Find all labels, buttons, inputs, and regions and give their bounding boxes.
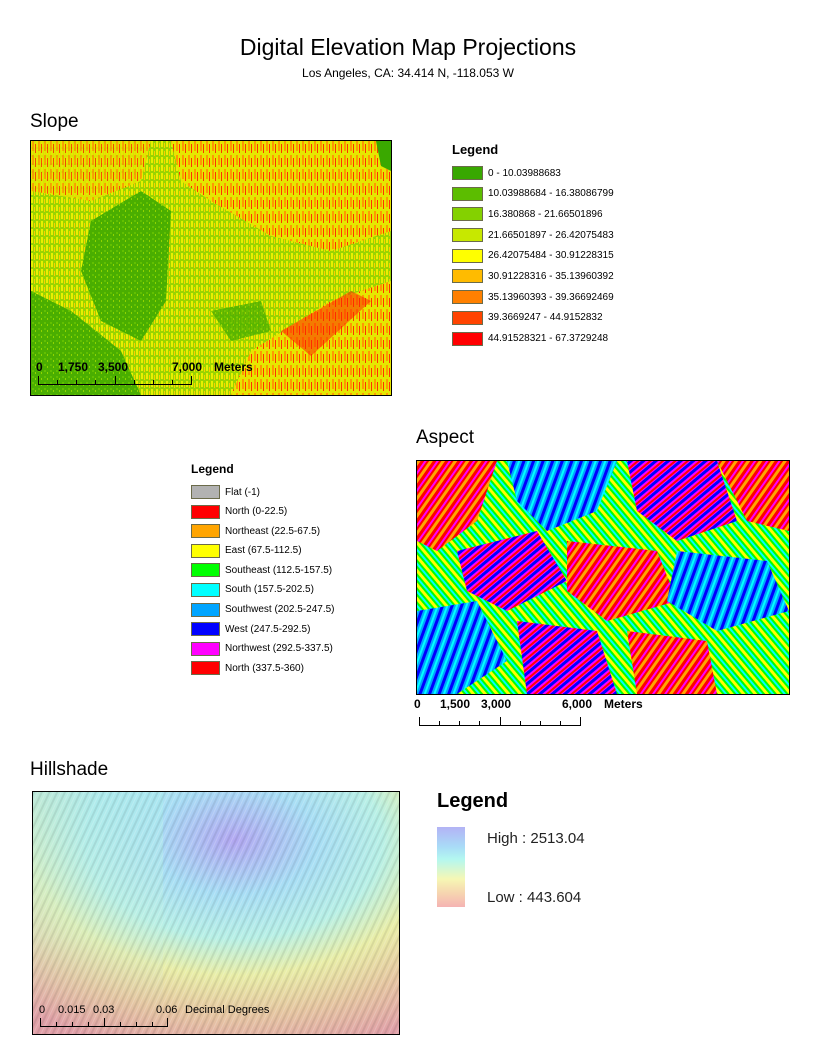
legend-swatch [191, 543, 220, 558]
legend-label: 30.91228316 - 35.13960392 [488, 270, 614, 282]
hillshade-scalebar: 0 0.015 0.03 0.06 Decimal Degrees [37, 1004, 297, 1034]
hillshade-raster [33, 792, 399, 1034]
slope-scalebar: 0 1,750 3,500 7,000 Meters [34, 360, 274, 390]
legend-item: 35.13960393 - 39.36692469 [452, 290, 614, 305]
legend-item: 10.03988684 - 16.38086799 [452, 186, 614, 201]
legend-label: 39.3669247 - 44.9152832 [488, 312, 603, 324]
hillshade-title: Hillshade [30, 759, 109, 780]
scalebar-label: Meters [604, 697, 643, 711]
legend-item: 39.3669247 - 44.9152832 [452, 310, 614, 325]
legend-title: Legend [452, 142, 499, 157]
legend-label: Southwest (202.5-247.5) [225, 604, 335, 616]
legend-item: 21.66501897 - 26.42075483 [452, 228, 614, 243]
scalebar-label: 3,500 [98, 360, 129, 374]
legend-swatch [191, 485, 220, 499]
aspect-scalebar: 0 1,500 3,000 6,000 Meters [414, 697, 674, 727]
legend-swatch [191, 641, 220, 656]
scalebar-label: 0.03 [93, 1004, 115, 1016]
legend-swatch [191, 661, 220, 676]
scalebar-label: 0 [414, 697, 421, 711]
legend-swatch [452, 290, 483, 305]
slope-title: Slope [30, 111, 79, 132]
legend-title: Legend [191, 462, 234, 476]
legend-low-label: Low : 443.604 [487, 889, 582, 906]
legend-swatch [191, 582, 220, 597]
legend-item: 0 - 10.03988683 [452, 166, 614, 180]
legend-swatch [191, 602, 220, 617]
legend-label: 16.380868 - 21.66501896 [488, 208, 603, 220]
legend-swatch [452, 186, 483, 201]
legend-item: 26.42075484 - 30.91228315 [452, 248, 614, 263]
legend-label: 10.03988684 - 16.38086799 [488, 188, 614, 200]
scalebar-label: 7,000 [172, 360, 203, 374]
legend-label: 0 - 10.03988683 [488, 167, 561, 179]
scalebar-label: Decimal Degrees [185, 1004, 270, 1016]
legend-label: North (337.5-360) [225, 662, 304, 674]
legend-swatch [452, 166, 483, 180]
legend-item: 16.380868 - 21.66501896 [452, 207, 614, 222]
legend-item: Flat (-1) [191, 485, 335, 499]
legend-label: Flat (-1) [225, 486, 260, 498]
legend-item: West (247.5-292.5) [191, 622, 335, 637]
scalebar-label: 3,000 [481, 697, 512, 711]
legend-label: 26.42075484 - 30.91228315 [488, 250, 614, 262]
legend-item: North (0-22.5) [191, 504, 335, 519]
legend-label: North (0-22.5) [225, 506, 288, 518]
legend-item: North (337.5-360) [191, 661, 335, 676]
scalebar-label: 0 [36, 360, 43, 374]
legend-swatch [191, 504, 220, 519]
slope-raster [31, 141, 391, 395]
aspect-raster [417, 461, 789, 694]
legend-item: Southeast (112.5-157.5) [191, 563, 335, 578]
legend-swatch [191, 524, 220, 539]
slope-legend: Legend 0 - 10.03988683 10.03988684 - 16.3… [452, 142, 614, 352]
legend-title: Legend [437, 790, 509, 812]
aspect-title: Aspect [416, 427, 475, 448]
scalebar-label: Meters [214, 360, 253, 374]
aspect-legend: Legend Flat (-1) North (0-22.5) Northeast … [191, 462, 335, 681]
legend-label: Northwest (292.5-337.5) [225, 643, 333, 655]
legend-item: Northeast (22.5-67.5) [191, 524, 335, 539]
legend-swatch [452, 228, 483, 243]
legend-label: 35.13960393 - 39.36692469 [488, 291, 614, 303]
scalebar-label: 0.015 [58, 1004, 86, 1016]
scalebar-label: 1,500 [440, 697, 471, 711]
legend-swatch [452, 310, 483, 325]
legend-item: Southwest (202.5-247.5) [191, 602, 335, 617]
scalebar-label: 0 [39, 1004, 46, 1016]
legend-high-label: High : 2513.04 [487, 830, 585, 847]
legend-item: South (157.5-202.5) [191, 582, 335, 597]
scalebar-label: 0.06 [156, 1004, 178, 1016]
scalebar-label: 1,750 [58, 360, 89, 374]
page-title: Digital Elevation Map Projections [239, 34, 577, 60]
hillshade-map[interactable] [32, 791, 400, 1035]
legend-item: Northwest (292.5-337.5) [191, 641, 335, 656]
legend-swatch [452, 207, 483, 222]
legend-label: Southeast (112.5-157.5) [225, 564, 333, 576]
legend-label: Northeast (22.5-67.5) [225, 525, 321, 537]
hillshade-legend: Legend [437, 790, 508, 813]
legend-swatch [191, 622, 220, 637]
legend-swatch [191, 563, 220, 578]
legend-label: West (247.5-292.5) [225, 623, 311, 635]
page-subtitle: Los Angeles, CA: 34.414 N, -118.053 W [302, 66, 514, 80]
elevation-gradient-swatch [437, 827, 465, 907]
slope-map[interactable] [30, 140, 392, 396]
legend-label: 21.66501897 - 26.42075483 [488, 229, 614, 241]
legend-swatch [452, 331, 483, 346]
legend-label: South (157.5-202.5) [225, 584, 314, 596]
legend-item: 44.91528321 - 67.3729248 [452, 331, 614, 346]
legend-item: 30.91228316 - 35.13960392 [452, 269, 614, 284]
legend-swatch [452, 269, 483, 284]
legend-swatch [452, 248, 483, 263]
scalebar-label: 6,000 [562, 697, 593, 711]
legend-label: 44.91528321 - 67.3729248 [488, 333, 609, 344]
legend-item: East (67.5-112.5) [191, 543, 335, 558]
legend-label: East (67.5-112.5) [225, 545, 302, 557]
aspect-map[interactable] [416, 460, 790, 695]
